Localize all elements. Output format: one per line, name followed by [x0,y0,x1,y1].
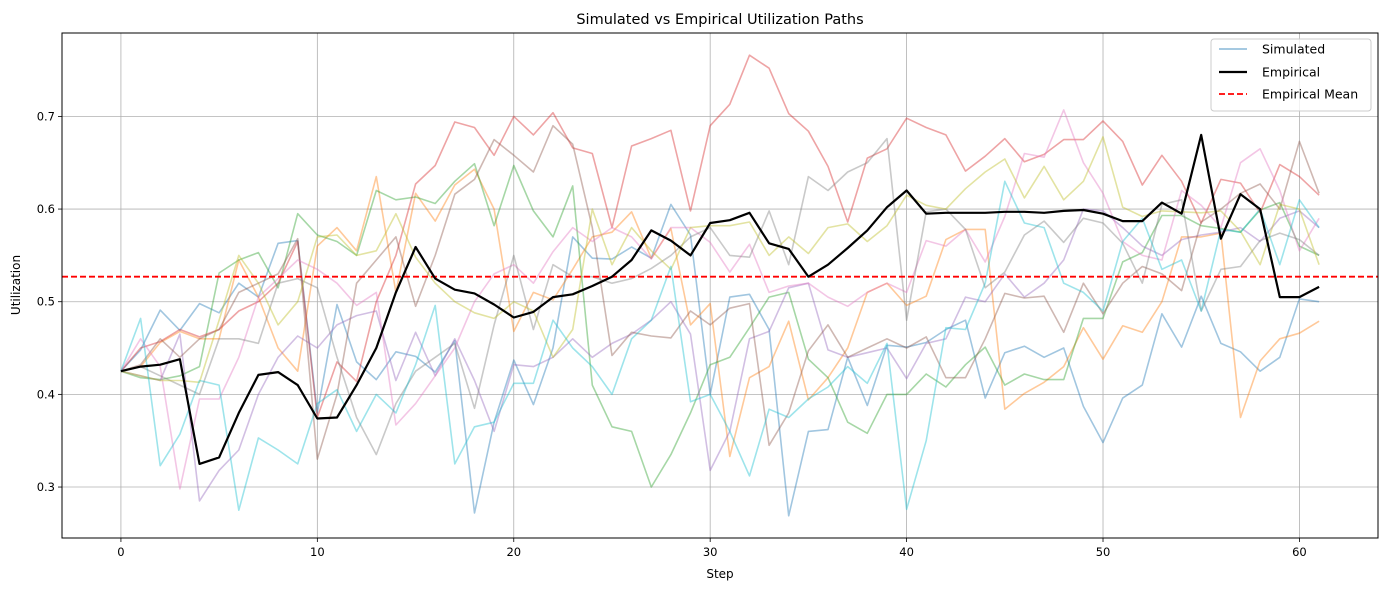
x-ticks: 0 10 20 30 40 50 60 [117,538,1307,559]
simulated-series-line-4 [120,54,1320,419]
x-tick-label: 10 [310,545,325,559]
plot-frame [61,32,1379,539]
simulated-series-line-10 [120,180,1320,512]
y-tick-label: 0.3 [37,480,55,494]
y-axis-label: Utilization [9,255,23,315]
x-tick-label: 60 [1292,545,1307,559]
x-tick-label: 0 [117,545,124,559]
x-tick-label: 20 [506,545,521,559]
simulated-series-line-7 [120,109,1320,490]
simulated-series-line-1 [120,203,1320,517]
x-axis-label: Step [706,567,733,581]
x-tick-label: 30 [703,545,718,559]
y-tick-label: 0.6 [37,202,55,216]
y-tick-label: 0.7 [37,109,55,123]
empirical-series-line [120,133,1320,465]
simulated-series-line-3 [120,162,1320,488]
simulated-series-line-2 [120,168,1320,458]
simulated-series-line-5 [120,208,1320,502]
simulated-series-line-9 [120,136,1320,384]
grid-lines [62,33,1378,538]
legend-box [1210,38,1372,112]
x-tick-label: 50 [1096,545,1111,559]
simulated-series-line-8 [120,137,1320,456]
x-tick-label: 40 [899,545,914,559]
empirical-series-group [120,133,1320,465]
y-tick-label: 0.4 [37,387,55,401]
simulated-series-line-6 [120,124,1320,461]
y-tick-label: 0.5 [37,295,55,309]
legend: Simulated Empirical Empirical Mean [1210,38,1372,112]
legend-label-simulated: Simulated [1262,42,1325,57]
legend-label-empirical: Empirical [1262,65,1320,80]
chart-title: Simulated vs Empirical Utilization Paths [576,12,863,28]
y-ticks: 0.3 0.4 0.5 0.6 0.7 [37,109,62,494]
legend-label-empirical-mean: Empirical Mean [1262,87,1358,102]
simulated-series-group [120,54,1320,517]
